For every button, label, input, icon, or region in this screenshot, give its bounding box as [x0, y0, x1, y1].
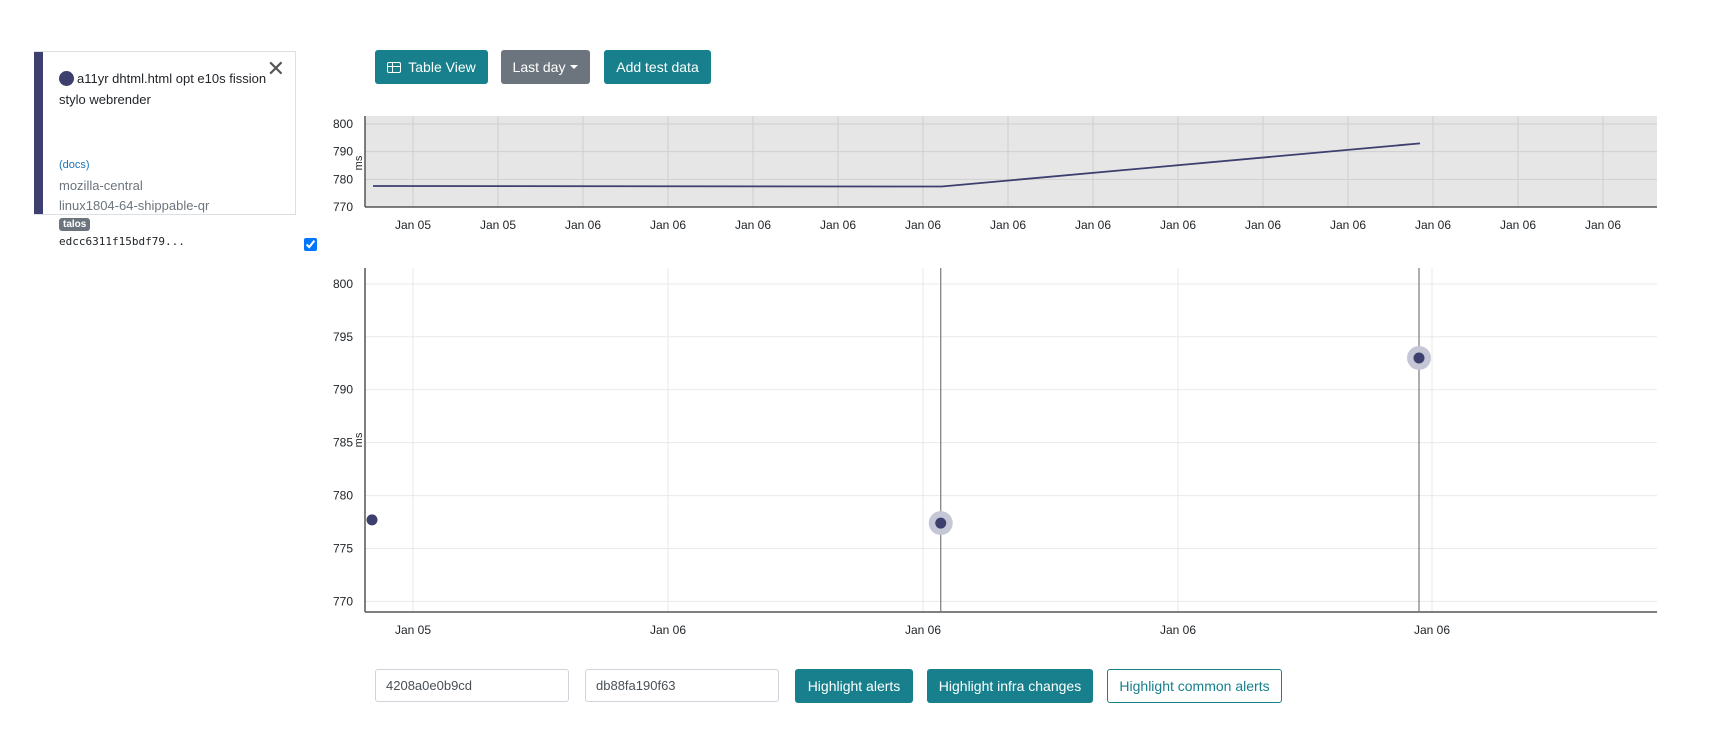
overview-x-tick-label: Jan 06: [650, 218, 686, 232]
main-x-tick-label: Jan 06: [650, 623, 686, 637]
series-color-dot-icon: [59, 71, 74, 86]
main-x-tick-label: Jan 06: [1414, 623, 1450, 637]
legend-color-bar: [34, 52, 43, 214]
overview-x-tick-label: Jan 06: [1075, 218, 1111, 232]
overview-series-line: [372, 142, 1421, 188]
overview-x-tick-label: Jan 06: [735, 218, 771, 232]
overview-y-tick-label: 780: [333, 172, 353, 186]
main-x-tick-label: Jan 05: [395, 623, 431, 637]
main-y-tick-label: 780: [333, 489, 353, 503]
main-data-point: [935, 517, 947, 529]
overview-x-tick-label: Jan 06: [905, 218, 941, 232]
main-y-tick-label: 770: [333, 594, 353, 608]
docs-link[interactable]: (docs): [59, 159, 90, 171]
main-x-tick-label: Jan 06: [1160, 623, 1196, 637]
main-x-tick-label: Jan 06: [905, 623, 941, 637]
overview-x-tick-label: Jan 06: [1415, 218, 1451, 232]
time-range-dropdown[interactable]: Last day: [501, 50, 590, 84]
overview-x-tick-label: Jan 06: [1330, 218, 1366, 232]
framework-badge: talos: [59, 218, 91, 231]
revision-b-input[interactable]: [585, 669, 779, 702]
close-icon[interactable]: ✕: [266, 56, 285, 81]
main-y-tick-label: 785: [333, 436, 353, 450]
legend-platform[interactable]: linux1804-64-shippable-qr: [59, 198, 210, 213]
overview-plot-background: [365, 116, 1657, 207]
overview-y-tick-label: 770: [333, 200, 353, 214]
revision-a-input[interactable]: [375, 669, 569, 702]
overview-y-axis-label: ms: [353, 155, 365, 170]
overview-x-tick-label: Jan 06: [820, 218, 856, 232]
highlight-infra-changes-button[interactable]: Highlight infra changes: [927, 669, 1093, 703]
main-y-tick-label: 800: [333, 277, 353, 291]
main-y-tick-label: 790: [333, 383, 353, 397]
legend-repository[interactable]: mozilla-central: [59, 178, 143, 193]
legend-title: a11yr dhtml.html opt e10s fission stylo …: [59, 71, 267, 107]
highlight-common-label: Highlight common alerts: [1119, 678, 1270, 694]
main-data-point: [1413, 352, 1425, 364]
table-view-label: Table View: [408, 59, 476, 75]
highlight-alerts-button[interactable]: Highlight alerts: [795, 669, 913, 703]
overview-x-tick-label: Jan 06: [1500, 218, 1536, 232]
overview-x-tick-label: Jan 06: [990, 218, 1026, 232]
overview-x-tick-label: Jan 06: [565, 218, 601, 232]
overview-x-tick-label: Jan 05: [480, 218, 516, 232]
add-test-data-button[interactable]: Add test data: [604, 50, 711, 84]
highlight-common-alerts-button[interactable]: Highlight common alerts: [1107, 669, 1282, 703]
table-view-button[interactable]: Table View: [375, 50, 488, 84]
main-data-point: [366, 514, 378, 526]
legend-card: ✕ a11yr dhtml.html opt e10s fission styl…: [34, 51, 317, 251]
overview-x-tick-label: Jan 06: [1160, 218, 1196, 232]
time-range-label: Last day: [512, 59, 566, 75]
main-y-axis-label: ms: [353, 432, 365, 447]
main-y-tick-label: 795: [333, 330, 353, 344]
highlight-infra-label: Highlight infra changes: [938, 678, 1082, 694]
overview-x-tick-label: Jan 05: [395, 218, 431, 232]
legend-revision[interactable]: edcc6311f15bdf79...: [59, 235, 185, 248]
add-test-data-label: Add test data: [616, 59, 699, 75]
main-y-tick-label: 775: [333, 541, 353, 555]
overview-y-tick-label: 800: [333, 117, 353, 131]
table-icon: [387, 61, 402, 73]
overview-x-tick-label: Jan 06: [1245, 218, 1281, 232]
overview-y-tick-label: 790: [333, 145, 353, 159]
series-visibility-checkbox[interactable]: [304, 238, 317, 251]
caret-down-icon: [570, 65, 579, 69]
overview-x-tick-label: Jan 06: [1585, 218, 1621, 232]
highlight-alerts-label: Highlight alerts: [807, 678, 901, 694]
